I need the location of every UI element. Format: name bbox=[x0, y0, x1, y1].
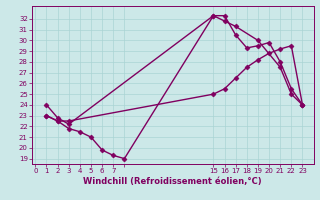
X-axis label: Windchill (Refroidissement éolien,°C): Windchill (Refroidissement éolien,°C) bbox=[84, 177, 262, 186]
